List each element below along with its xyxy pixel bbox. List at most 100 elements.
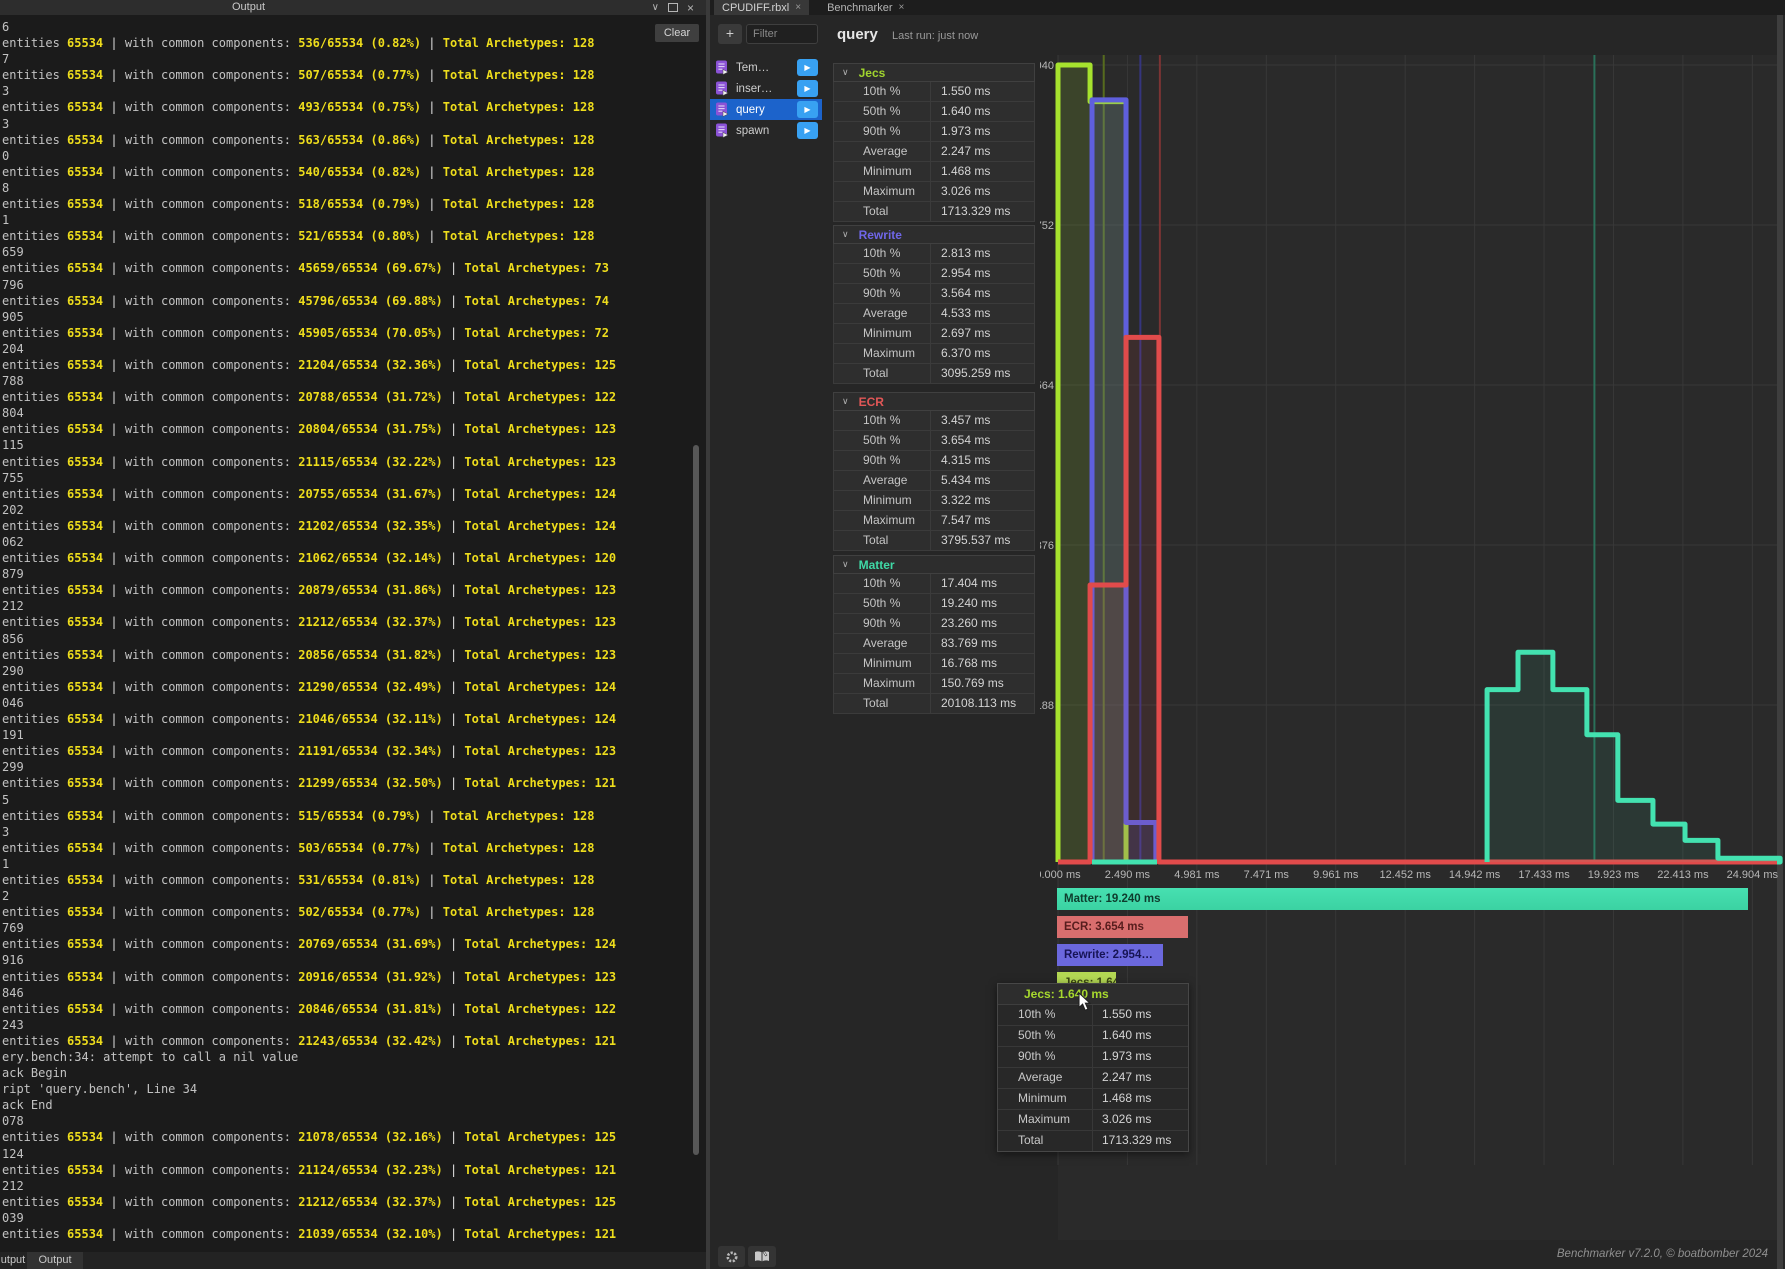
script-icon xyxy=(716,102,729,117)
book-icon xyxy=(755,1250,769,1262)
log-line: 115 xyxy=(2,438,24,453)
chevron-down-icon[interactable]: ∨ xyxy=(651,1,659,13)
stat-row: Minimum 3.322 ms xyxy=(833,491,1035,511)
output-scrollbar[interactable] xyxy=(693,445,699,1155)
clear-button[interactable]: Clear xyxy=(655,24,699,42)
version-text: Benchmarker v7.2.0, © boatbomber 2024 xyxy=(1556,1248,1768,1260)
section-name: Matter xyxy=(858,557,895,572)
log-line: entities 65534 | with common components:… xyxy=(2,164,595,179)
log-line: ery.bench:34: attempt to call a nil valu… xyxy=(2,1050,299,1064)
log-line: ript 'query.bench', Line 34 xyxy=(2,1082,198,1097)
log-line: 3 xyxy=(2,824,10,839)
log-line: 0 xyxy=(2,148,10,163)
script-icon xyxy=(716,123,729,138)
editor-tabstrip: CPUDIFF.rbxl × Benchmarker × xyxy=(710,0,1785,15)
log-line: entities 65534 | with common components:… xyxy=(2,197,595,212)
sidebar-item-query[interactable]: query ▶ xyxy=(710,99,822,120)
tab-label: CPUDIFF.rbxl xyxy=(722,1,790,14)
log-line: 804 xyxy=(2,406,24,421)
log-line: 905 xyxy=(2,309,24,324)
sidebar-item-Tem[interactable]: Tem… ▶ xyxy=(710,57,822,78)
svg-text:24.904 ms: 24.904 ms xyxy=(1727,869,1779,881)
log-line: 5 xyxy=(2,792,10,807)
stat-row: Minimum 2.697 ms xyxy=(833,324,1035,344)
sidebar-item-label: spawn xyxy=(736,124,770,137)
sidebar-item-inser[interactable]: inser… ▶ xyxy=(710,78,822,99)
docs-button[interactable] xyxy=(748,1246,776,1267)
panel-splitter[interactable] xyxy=(706,0,710,1269)
stat-row: Maximum 3.026 ms xyxy=(833,182,1035,202)
output-log: 6 entities 65534 | with common components… xyxy=(0,15,706,1252)
svg-text:4.981 ms: 4.981 ms xyxy=(1174,869,1220,881)
bottom-tab-utput[interactable]: utput xyxy=(0,1254,26,1266)
stat-row: 10th % 2.813 ms xyxy=(833,244,1035,264)
close-icon[interactable]: × xyxy=(795,2,802,13)
tooltip-row: 90th % 1.973 ms xyxy=(998,1047,1188,1068)
log-line: entities 65534 | with common components:… xyxy=(2,615,617,630)
sidebar-item-label: query xyxy=(736,103,765,116)
stat-row: Average 5.434 ms xyxy=(833,471,1035,491)
log-line: entities 65534 | with common components:… xyxy=(2,325,609,340)
run-benchmark-button[interactable]: ▶ xyxy=(797,80,818,97)
log-line: 039 xyxy=(2,1210,24,1225)
tooltip-row: Total 1713.329 ms xyxy=(998,1131,1188,1151)
tooltip-row: 50th % 1.640 ms xyxy=(998,1026,1188,1047)
run-benchmark-button[interactable]: ▶ xyxy=(797,101,818,118)
log-line: entities 65534 | with common components:… xyxy=(2,937,617,952)
log-line: 755 xyxy=(2,470,24,485)
log-line: 8 xyxy=(2,180,10,195)
log-line: 204 xyxy=(2,341,24,356)
stat-row: Total 3795.537 ms xyxy=(833,531,1035,551)
section-header-jecs[interactable]: ∨ Jecs xyxy=(833,63,1035,82)
section-header-ecr[interactable]: ∨ ECR xyxy=(833,392,1035,411)
stat-row: 90th % 4.315 ms xyxy=(833,451,1035,471)
log-line: entities 65534 | with common components:… xyxy=(2,1033,617,1048)
stat-row: Average 2.247 ms xyxy=(833,142,1035,162)
section-header-matter[interactable]: ∨ Matter xyxy=(833,555,1035,574)
run-benchmark-button[interactable]: ▶ xyxy=(797,59,818,76)
svg-text:17.433 ms: 17.433 ms xyxy=(1518,869,1570,881)
sidebar-item-spawn[interactable]: spawn ▶ xyxy=(710,120,822,141)
tab-benchmarker[interactable]: Benchmarker × xyxy=(819,0,912,15)
gear-icon xyxy=(726,1251,737,1262)
tooltip-row: 10th % 1.550 ms xyxy=(998,1005,1188,1026)
log-line: 191 xyxy=(2,728,24,743)
filter-input[interactable] xyxy=(746,24,818,44)
settings-button[interactable] xyxy=(718,1246,745,1267)
stat-row: 50th % 3.654 ms xyxy=(833,431,1035,451)
chevron-down-icon: ∨ xyxy=(842,396,849,406)
svg-text:14.942 ms: 14.942 ms xyxy=(1449,869,1501,881)
svg-text:0.000 ms: 0.000 ms xyxy=(1040,869,1081,881)
log-line: entities 65534 | with common components:… xyxy=(2,679,617,694)
legend-bar-rewrite[interactable]: Rewrite: 2.954… xyxy=(1057,944,1163,966)
plugin-scrollbar[interactable] xyxy=(1777,15,1783,1269)
stat-row: 10th % 1.550 ms xyxy=(833,82,1035,102)
add-benchmark-button[interactable]: + xyxy=(718,24,742,44)
log-line: entities 65534 | with common components:… xyxy=(2,1194,617,1209)
sidebar-item-label: inser… xyxy=(736,82,773,95)
stat-row: 90th % 1.973 ms xyxy=(833,122,1035,142)
log-line: 212 xyxy=(2,599,24,614)
log-line: 243 xyxy=(2,1017,24,1032)
section-header-rewrite[interactable]: ∨ Rewrite xyxy=(833,225,1035,244)
close-icon[interactable]: × xyxy=(898,2,905,13)
log-line: 299 xyxy=(2,760,24,775)
stat-row: Maximum 150.769 ms xyxy=(833,674,1035,694)
tab-cpudiff-rbxl[interactable]: CPUDIFF.rbxl × xyxy=(714,0,810,15)
legend-bar-matter[interactable]: Matter: 19.240 ms xyxy=(1057,888,1748,910)
log-line: entities 65534 | with common components:… xyxy=(2,100,595,115)
bottom-tab-output[interactable]: Output xyxy=(27,1252,83,1269)
chevron-down-icon: ∨ xyxy=(842,229,849,239)
svg-text:564: 564 xyxy=(1040,380,1054,392)
log-line: 3 xyxy=(2,116,10,131)
svg-text:188: 188 xyxy=(1040,700,1054,712)
log-line: entities 65534 | with common components:… xyxy=(2,969,617,984)
log-line: 046 xyxy=(2,695,24,710)
legend-bar-ecr[interactable]: ECR: 3.654 ms xyxy=(1057,916,1188,938)
run-benchmark-button[interactable]: ▶ xyxy=(797,122,818,139)
svg-text:940: 940 xyxy=(1040,60,1054,72)
restore-icon[interactable] xyxy=(667,3,678,12)
log-line: entities 65534 | with common components:… xyxy=(2,840,595,855)
close-icon[interactable]: × xyxy=(686,0,694,15)
log-line: 788 xyxy=(2,374,24,389)
